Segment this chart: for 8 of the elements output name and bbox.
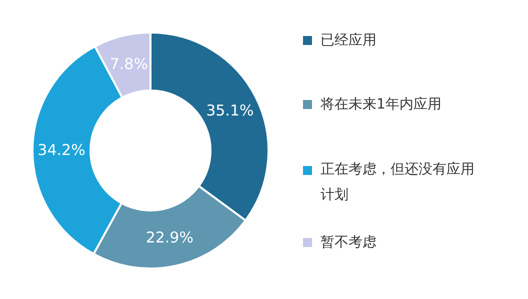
data-label: 22.9% bbox=[146, 228, 194, 246]
legend-label: 已经应用 bbox=[320, 32, 376, 48]
legend-label: 正在考虑，但还没有应用计划 bbox=[320, 162, 474, 204]
data-label: 34.2% bbox=[38, 140, 86, 159]
legend-label: 将在未来1年内应用 bbox=[320, 96, 442, 112]
data-label: 7.8% bbox=[110, 55, 148, 74]
legend-label: 暂不考虑 bbox=[320, 234, 376, 250]
data-label: 35.1% bbox=[206, 101, 254, 120]
